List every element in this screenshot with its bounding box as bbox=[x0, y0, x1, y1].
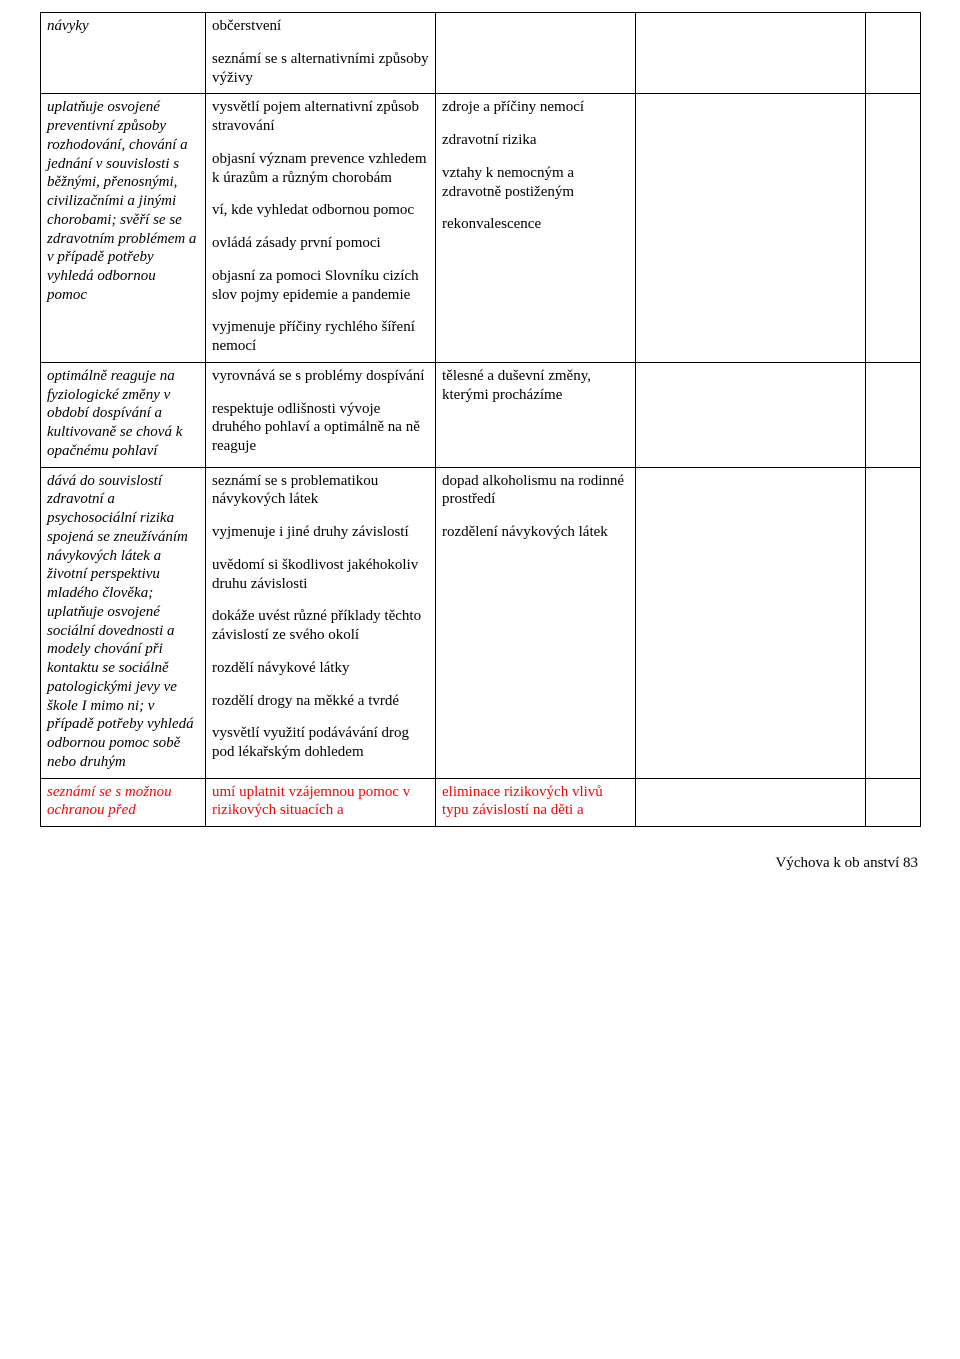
cell-note bbox=[866, 362, 921, 467]
text: ví, kde vyhledat odbornou pomoc bbox=[212, 201, 429, 220]
cell-outcome: občerstvení seznámí se s alternativními … bbox=[206, 13, 436, 94]
text: rozdělí drogy na měkké a tvrdé bbox=[212, 692, 429, 711]
cell-outcome: umí uplatnit vzájemnou pomoc v rizikovýc… bbox=[206, 778, 436, 827]
text: dává do souvislostí zdravotní a psychoso… bbox=[47, 472, 199, 772]
cell-note bbox=[866, 778, 921, 827]
cell-note bbox=[866, 13, 921, 94]
text: dopad alkoholismu na rodinné prostředí bbox=[442, 472, 629, 510]
cell-extra bbox=[636, 362, 866, 467]
text: seznámí se s možnou ochranou před bbox=[47, 783, 199, 821]
cell-note bbox=[866, 467, 921, 778]
text: rozdělení návykových látek bbox=[442, 523, 629, 542]
text: občerstvení bbox=[212, 17, 429, 36]
cell-extra bbox=[636, 467, 866, 778]
text: eliminace rizikových vlivů typu závislos… bbox=[442, 783, 629, 821]
page-footer: Výchova k ob anství 83 bbox=[40, 855, 920, 872]
text: seznámí se s problematikou návykových lá… bbox=[212, 472, 429, 510]
text: seznámí se s alternativními způsoby výži… bbox=[212, 50, 429, 88]
cell-objective: seznámí se s možnou ochranou před bbox=[41, 778, 206, 827]
table-row: dává do souvislostí zdravotní a psychoso… bbox=[41, 467, 921, 778]
text: rozdělí návykové látky bbox=[212, 659, 429, 678]
text: optimálně reaguje na fyziologické změny … bbox=[47, 367, 199, 461]
cell-topic bbox=[436, 13, 636, 94]
page: // remove the malformed fragment above a… bbox=[0, 0, 960, 892]
text: uplatňuje osvojené preventivní způsoby r… bbox=[47, 98, 199, 304]
table-row: seznámí se s možnou ochranou před umí up… bbox=[41, 778, 921, 827]
text: návyky bbox=[47, 17, 199, 36]
cell-topic: eliminace rizikových vlivů typu závislos… bbox=[436, 778, 636, 827]
table-row: optimálně reaguje na fyziologické změny … bbox=[41, 362, 921, 467]
text: vyrovnává se s problémy dospívání bbox=[212, 367, 429, 386]
text: vyjmenuje i jiné druhy závislostí bbox=[212, 523, 429, 542]
footer-text: Výchova k ob anství 83 bbox=[776, 855, 918, 871]
text: vyjmenuje příčiny rychlého šíření nemocí bbox=[212, 318, 429, 356]
text: vysvětlí pojem alternativní způsob strav… bbox=[212, 98, 429, 136]
cell-objective: uplatňuje osvojené preventivní způsoby r… bbox=[41, 94, 206, 363]
cell-outcome: seznámí se s problematikou návykových lá… bbox=[206, 467, 436, 778]
cell-outcome: vysvětlí pojem alternativní způsob strav… bbox=[206, 94, 436, 363]
text: uvědomí si škodlivost jakéhokoliv druhu … bbox=[212, 556, 429, 594]
text: rekonvalescence bbox=[442, 215, 629, 234]
cell-objective: optimálně reaguje na fyziologické změny … bbox=[41, 362, 206, 467]
text: umí uplatnit vzájemnou pomoc v rizikovýc… bbox=[212, 783, 429, 821]
text: dokáže uvést různé příklady těchto závis… bbox=[212, 607, 429, 645]
cell-note bbox=[866, 94, 921, 363]
cell-objective: návyky bbox=[41, 13, 206, 94]
text: objasní za pomoci Slovníku cizích slov p… bbox=[212, 267, 429, 305]
cell-outcome: vyrovnává se s problémy dospívání respek… bbox=[206, 362, 436, 467]
cell-extra bbox=[636, 778, 866, 827]
curriculum-table: návyky občerstvení seznámí se s alternat… bbox=[40, 12, 921, 827]
cell-extra bbox=[636, 13, 866, 94]
cell-objective: dává do souvislostí zdravotní a psychoso… bbox=[41, 467, 206, 778]
text: ovládá zásady první pomoci bbox=[212, 234, 429, 253]
cell-topic: dopad alkoholismu na rodinné prostředí r… bbox=[436, 467, 636, 778]
text: respektuje odlišnosti vývoje druhého poh… bbox=[212, 400, 429, 456]
text: zdroje a příčiny nemocí bbox=[442, 98, 629, 117]
text: tělesné a duševní změny, kterými procház… bbox=[442, 367, 629, 405]
text: vztahy k nemocným a zdravotně postiženým bbox=[442, 164, 629, 202]
cell-topic: tělesné a duševní změny, kterými procház… bbox=[436, 362, 636, 467]
table-row: návyky občerstvení seznámí se s alternat… bbox=[41, 13, 921, 94]
text: vysvětlí využití podávávání drog pod lék… bbox=[212, 724, 429, 762]
cell-topic: zdroje a příčiny nemocí zdravotní rizika… bbox=[436, 94, 636, 363]
cell-extra bbox=[636, 94, 866, 363]
text: objasní význam prevence vzhledem k úrazů… bbox=[212, 150, 429, 188]
table-row: uplatňuje osvojené preventivní způsoby r… bbox=[41, 94, 921, 363]
text: zdravotní rizika bbox=[442, 131, 629, 150]
